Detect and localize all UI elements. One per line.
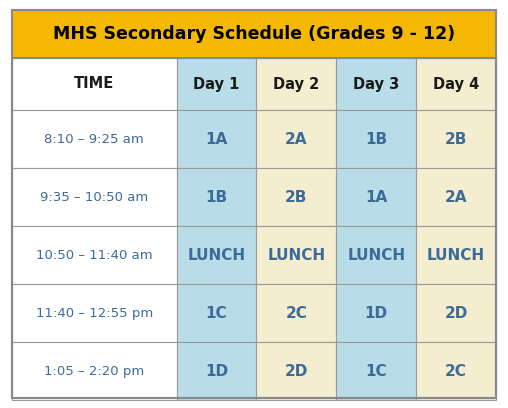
Bar xyxy=(416,342,496,400)
Text: 1A: 1A xyxy=(205,131,228,146)
Text: 1D: 1D xyxy=(205,364,228,379)
Bar xyxy=(177,284,257,342)
Bar xyxy=(177,168,257,226)
Bar xyxy=(336,226,416,284)
Bar xyxy=(336,58,416,110)
Bar xyxy=(12,284,177,342)
Bar xyxy=(257,284,336,342)
Text: 2B: 2B xyxy=(445,131,467,146)
Text: Day 4: Day 4 xyxy=(433,77,479,91)
Text: 2A: 2A xyxy=(285,131,308,146)
Text: 1:05 – 2:20 pm: 1:05 – 2:20 pm xyxy=(44,364,144,377)
Text: Day 2: Day 2 xyxy=(273,77,320,91)
Bar xyxy=(336,342,416,400)
Text: 2D: 2D xyxy=(444,306,468,321)
Bar xyxy=(257,226,336,284)
Bar xyxy=(177,226,257,284)
Text: 11:40 – 12:55 pm: 11:40 – 12:55 pm xyxy=(36,306,153,319)
Text: MHS Secondary Schedule (Grades 9 - 12): MHS Secondary Schedule (Grades 9 - 12) xyxy=(53,25,455,43)
Text: 1C: 1C xyxy=(365,364,387,379)
Text: 2C: 2C xyxy=(285,306,307,321)
Text: 8:10 – 9:25 am: 8:10 – 9:25 am xyxy=(44,133,144,146)
Text: LUNCH: LUNCH xyxy=(427,248,485,262)
Text: 2D: 2D xyxy=(284,364,308,379)
Text: 2B: 2B xyxy=(285,189,307,204)
Bar xyxy=(416,168,496,226)
Bar xyxy=(336,168,416,226)
Bar xyxy=(12,342,177,400)
Bar xyxy=(257,58,336,110)
Bar xyxy=(416,110,496,168)
Text: LUNCH: LUNCH xyxy=(187,248,245,262)
Text: 2C: 2C xyxy=(445,364,467,379)
Bar xyxy=(416,226,496,284)
Text: 1B: 1B xyxy=(365,131,387,146)
Bar xyxy=(177,58,257,110)
Bar xyxy=(12,168,177,226)
Text: 9:35 – 10:50 am: 9:35 – 10:50 am xyxy=(40,191,148,204)
Bar xyxy=(336,110,416,168)
Bar xyxy=(177,342,257,400)
Bar xyxy=(12,110,177,168)
Text: Day 3: Day 3 xyxy=(353,77,399,91)
Text: 2A: 2A xyxy=(445,189,467,204)
Bar xyxy=(12,10,496,58)
Bar xyxy=(257,168,336,226)
Bar xyxy=(257,342,336,400)
Bar xyxy=(257,110,336,168)
Text: TIME: TIME xyxy=(74,77,114,91)
Bar xyxy=(12,58,177,110)
Bar xyxy=(12,226,177,284)
Text: Day 1: Day 1 xyxy=(194,77,240,91)
Text: 1A: 1A xyxy=(365,189,387,204)
Bar xyxy=(416,58,496,110)
Text: 1D: 1D xyxy=(365,306,388,321)
Text: 1C: 1C xyxy=(206,306,227,321)
Bar xyxy=(177,110,257,168)
Bar xyxy=(12,58,496,398)
Text: 1B: 1B xyxy=(205,189,228,204)
Bar xyxy=(416,284,496,342)
Bar xyxy=(336,284,416,342)
Text: LUNCH: LUNCH xyxy=(267,248,326,262)
Text: 10:50 – 11:40 am: 10:50 – 11:40 am xyxy=(36,248,152,262)
Text: LUNCH: LUNCH xyxy=(347,248,405,262)
